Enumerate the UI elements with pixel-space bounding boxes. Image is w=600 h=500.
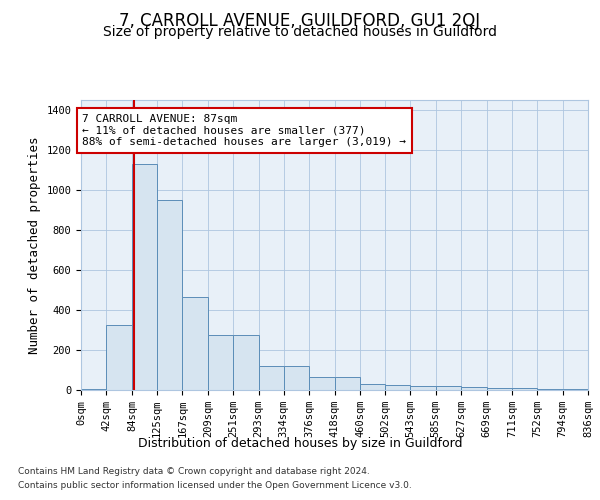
Bar <box>81 389 106 390</box>
Text: 7 CARROLL AVENUE: 87sqm
← 11% of detached houses are smaller (377)
88% of semi-d: 7 CARROLL AVENUE: 87sqm ← 11% of detache… <box>82 114 406 147</box>
Bar <box>233 335 259 390</box>
Bar <box>563 389 588 390</box>
Bar <box>259 366 284 390</box>
Bar <box>512 388 537 390</box>
Text: Contains HM Land Registry data © Crown copyright and database right 2024.: Contains HM Land Registry data © Crown c… <box>18 468 370 476</box>
Bar <box>385 385 410 390</box>
Bar <box>487 388 512 390</box>
Text: Distribution of detached houses by size in Guildford: Distribution of detached houses by size … <box>138 438 462 450</box>
Bar <box>284 366 309 390</box>
Bar <box>537 389 563 390</box>
Bar <box>436 386 461 390</box>
Bar <box>157 200 182 390</box>
Bar <box>360 384 385 390</box>
Text: Contains public sector information licensed under the Open Government Licence v3: Contains public sector information licen… <box>18 481 412 490</box>
Text: 7, CARROLL AVENUE, GUILDFORD, GU1 2QJ: 7, CARROLL AVENUE, GUILDFORD, GU1 2QJ <box>119 12 481 30</box>
Y-axis label: Number of detached properties: Number of detached properties <box>28 136 41 354</box>
Bar <box>335 377 360 390</box>
Bar <box>309 377 335 390</box>
Bar <box>410 386 436 390</box>
Bar <box>106 325 132 390</box>
Bar <box>132 164 157 390</box>
Bar <box>182 297 208 390</box>
Bar <box>208 335 233 390</box>
Text: Size of property relative to detached houses in Guildford: Size of property relative to detached ho… <box>103 25 497 39</box>
Bar <box>461 387 487 390</box>
